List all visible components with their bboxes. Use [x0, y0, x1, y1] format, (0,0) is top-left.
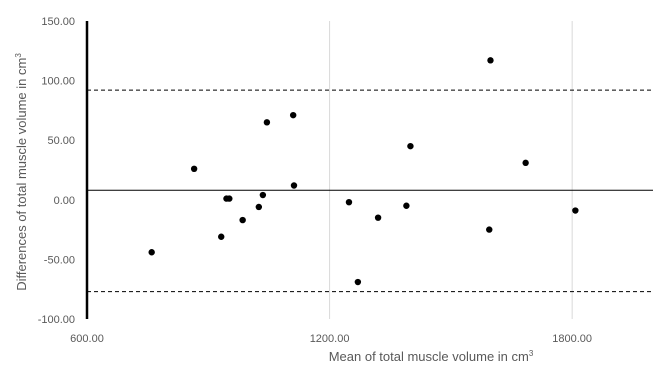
data-point-6: [255, 203, 263, 211]
reference-lines: [87, 89, 653, 293]
y-tick-label-1: 100.00: [41, 76, 75, 88]
data-point-5: [239, 216, 246, 224]
x-axis-title: Mean of total muscle volume in cm3: [329, 349, 534, 364]
x-tick-label-1: 1200.00: [310, 333, 350, 345]
data-point-8: [263, 119, 271, 126]
data-point-10: [290, 182, 298, 189]
data-point-7: [259, 191, 267, 199]
data-point-15: [407, 142, 414, 150]
x-tick-label-0: 600.00: [70, 333, 104, 345]
data-point-13: [374, 214, 382, 221]
gridlines: [329, 21, 573, 319]
data-point-16: [486, 226, 493, 233]
data-point-4: [226, 195, 233, 202]
y-tick-label-0: 150.00: [41, 16, 75, 28]
data-points: [148, 57, 579, 286]
data-point-1: [190, 165, 198, 173]
data-point-14: [403, 202, 410, 209]
data-point-11: [345, 198, 353, 206]
y-tick-label-3: 0.00: [54, 195, 75, 207]
y-tick-label-4: -50.00: [44, 254, 75, 266]
y-axis-title: Differences of total muscle volume in cm…: [14, 53, 29, 291]
data-point-19: [572, 207, 579, 214]
y-tick-label-5: -100.00: [38, 314, 75, 326]
y-tick-label-2: 50.00: [47, 135, 75, 147]
tick-labels: 150.00 100.00 50.00 0.00 -50.00 -100.00 600.00…: [38, 16, 592, 345]
x-tick-label-2: 1800.00: [552, 333, 592, 345]
data-point-18: [522, 159, 529, 167]
data-point-2: [218, 233, 225, 240]
data-point-0: [148, 249, 155, 256]
data-point-9: [289, 111, 297, 119]
data-point-12: [354, 278, 362, 286]
data-point-17: [487, 57, 494, 64]
